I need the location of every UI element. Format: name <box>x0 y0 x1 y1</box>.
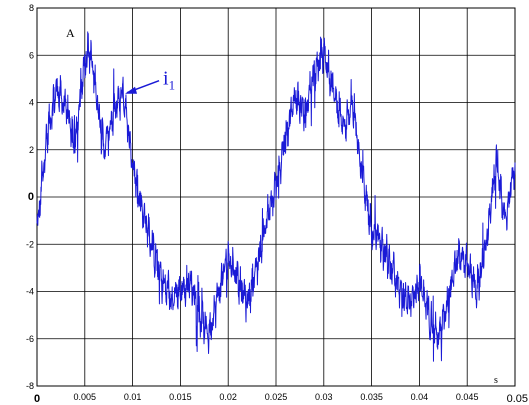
x-tick-label: 0.01 <box>124 392 142 402</box>
y-tick-label: 4 <box>29 98 34 108</box>
x-tick-label: 0.025 <box>265 392 288 402</box>
y-tick-label: -8 <box>26 381 34 391</box>
x-tick-labels: 0 0.005 0.01 0.015 0.02 0.025 0.03 0.035 0.04 0.0… <box>34 392 528 405</box>
x-tick-label: 0.005 <box>74 392 97 402</box>
y-tick-labels: 8 6 4 2 0 -2 -4 -6 -8 <box>26 3 34 391</box>
x-tick-label: 0.045 <box>456 392 479 402</box>
x-tick-label: 0.015 <box>169 392 192 402</box>
annotation-label: i1 <box>163 68 175 93</box>
x-tick-label: 0.05 <box>507 393 528 405</box>
x-tick-label: 0.03 <box>315 392 333 402</box>
y-tick-label: 2 <box>29 145 34 155</box>
x-axis-unit-label: s <box>494 375 498 386</box>
y-tick-label: 0 <box>28 191 34 203</box>
y-tick-label: 6 <box>29 50 34 60</box>
x-tick-label: 0.02 <box>219 392 237 402</box>
y-tick-label: -2 <box>26 239 34 249</box>
annotation-arrow-head <box>125 87 137 94</box>
y-tick-label: -6 <box>26 334 34 344</box>
y-axis-unit-label: A <box>66 26 75 40</box>
y-tick-label: -4 <box>26 287 34 297</box>
x-tick-label: 0.04 <box>411 392 429 402</box>
y-tick-label: 8 <box>29 3 34 13</box>
x-tick-label: 0 <box>34 393 40 405</box>
x-tick-label: 0.035 <box>360 392 383 402</box>
